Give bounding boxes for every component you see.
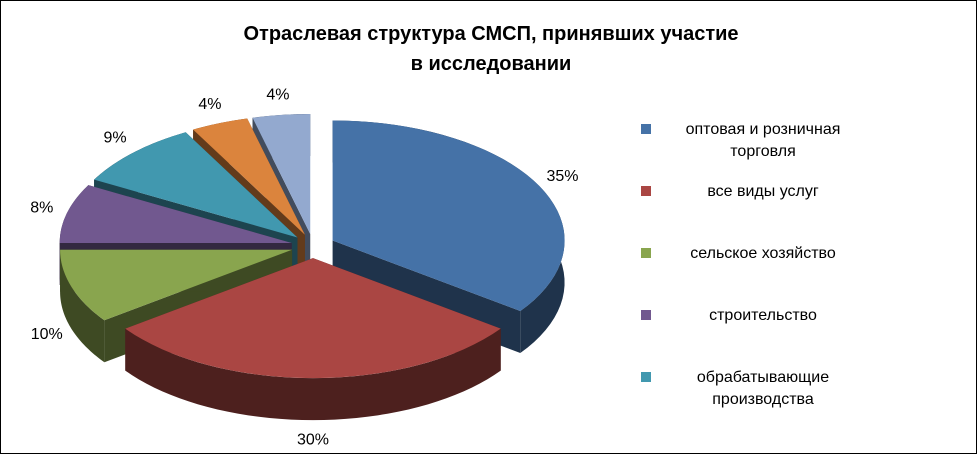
data-label: 9% (103, 130, 126, 147)
slice (125, 258, 501, 379)
slice (59, 185, 292, 243)
legend-swatch (641, 186, 651, 196)
slice (332, 120, 565, 312)
legend-swatch (641, 372, 651, 382)
slice (252, 113, 311, 234)
legend-label: все виды услуг (707, 183, 819, 200)
legend-swatch (641, 310, 651, 320)
legend-label: оптовая и розничная торговля (685, 121, 841, 160)
slice-side (125, 328, 501, 421)
legend-item: оптовая и розничная торговля (641, 119, 961, 181)
data-label: 4% (198, 96, 221, 113)
slice (193, 118, 305, 235)
legend-label: сельское хозяйство (690, 245, 836, 262)
legend-item: обрабатывающие производства (641, 367, 961, 429)
slice-side (60, 249, 105, 363)
legend-swatch (641, 248, 651, 258)
data-label: 4% (266, 86, 289, 103)
slice (60, 249, 293, 321)
data-label: 8% (30, 199, 53, 216)
legend-item: сельское хозяйство (641, 243, 961, 305)
data-label: 35% (546, 168, 578, 185)
chart-title: Отраслевая структура СМСП, принявших уча… (243, 23, 739, 75)
legend: оптовая и розничная торговля все виды усл… (641, 119, 961, 429)
slice (94, 132, 298, 238)
legend-label: строительство (709, 307, 817, 324)
legend-item: все виды услуг (641, 181, 961, 243)
legend-item: строительство (641, 305, 961, 367)
legend-label: обрабатывающие производства (696, 369, 830, 408)
legend-swatch (641, 124, 651, 134)
data-label: 30% (297, 431, 329, 448)
data-label: 10% (31, 326, 63, 343)
